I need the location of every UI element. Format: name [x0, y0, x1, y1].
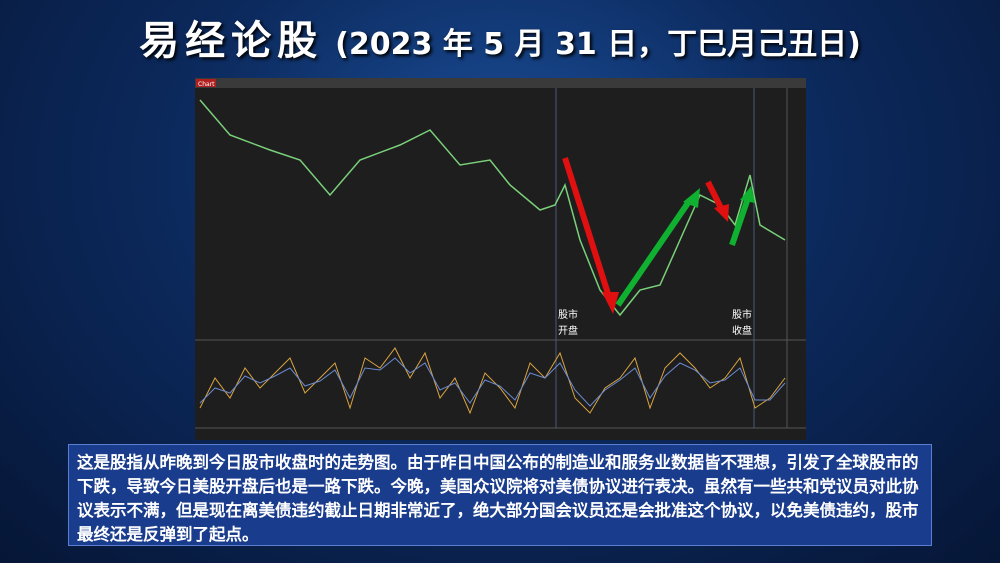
up-arrow [615, 198, 693, 307]
down-arrow [562, 157, 613, 301]
oscillator-line [199, 347, 786, 415]
open-label: 股市 [558, 308, 578, 321]
arrow-head [714, 204, 729, 222]
oscillator-signal [199, 357, 786, 407]
down-arrow [705, 180, 725, 212]
title-bar: 易经论股 (2023 年 5 月 31 日，丁巳月己丑日) [0, 8, 1000, 66]
close-label: 收盘 [732, 324, 752, 337]
up-arrow [729, 197, 751, 246]
chart-tab-label: Chart [198, 81, 215, 88]
arrow-head [740, 186, 755, 203]
arrow-head [602, 292, 619, 314]
chart-tab [196, 79, 216, 87]
close-label: 股市 [732, 308, 752, 321]
title: 易经论股 [139, 18, 324, 64]
open-label: 开盘 [558, 324, 578, 337]
trading-chart: Chart 股市 开盘 股市 收盘 [195, 78, 806, 440]
arrow-head [683, 188, 700, 208]
caption: 这是股指从昨晚到今日股市收盘时的走势图。由于昨日中国公布的制造业和服务业数据皆不… [68, 444, 932, 546]
subtitle: (2023 年 5 月 31 日，丁巳月己丑日) [335, 27, 861, 62]
toolbar [195, 78, 806, 88]
